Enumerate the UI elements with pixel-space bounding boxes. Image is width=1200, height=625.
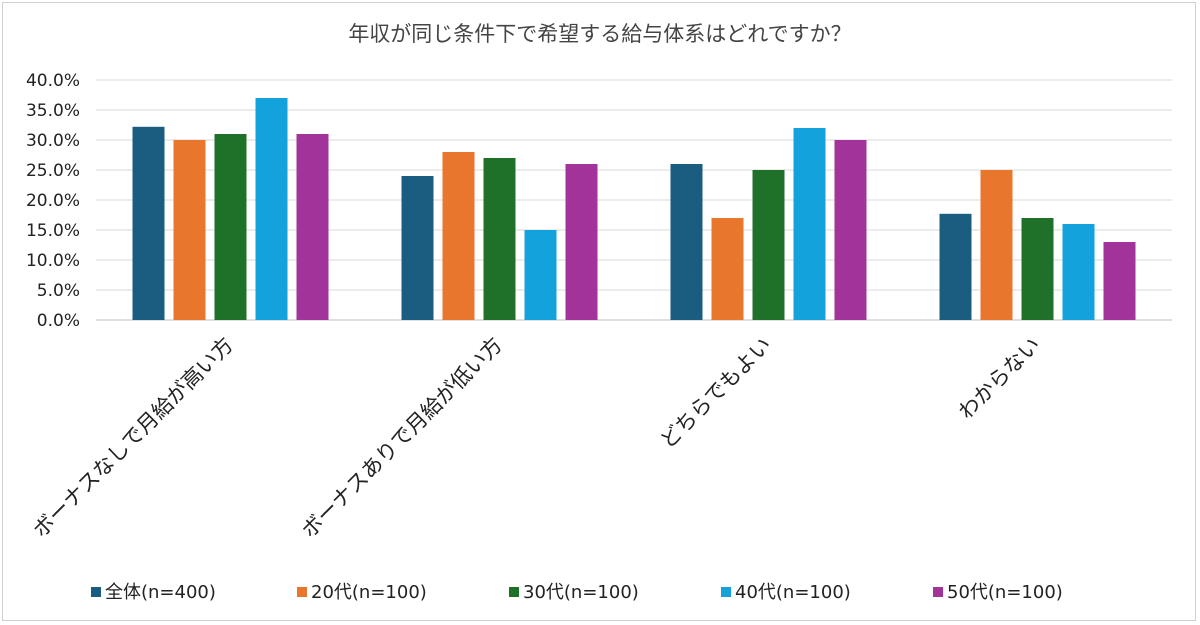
bar (834, 140, 867, 320)
legend-swatch (721, 587, 731, 597)
bar (524, 230, 557, 320)
y-tick-label: 30.0% (26, 131, 80, 151)
y-tick-label: 15.0% (26, 221, 80, 241)
bar (255, 98, 288, 320)
y-tick-label: 25.0% (26, 161, 80, 181)
y-axis-ticks: 0.0% 5.0% 10.0% 15.0% 20.0% 25.0% 30.0% 35.0% 40… (26, 71, 80, 331)
bar (1021, 218, 1054, 320)
bar (939, 213, 972, 320)
y-tick-label: 40.0% (26, 71, 80, 91)
legend-label: 全体(n=400) (105, 582, 216, 603)
y-tick-label: 0.0% (37, 311, 80, 331)
legend-swatch (509, 587, 519, 597)
bar (752, 170, 785, 320)
legend-label: 50代(n=100) (947, 582, 1063, 603)
bar (442, 152, 475, 320)
x-tick-label: どちらでもよい (656, 333, 776, 453)
y-tick-label: 35.0% (26, 101, 80, 121)
bar (401, 176, 434, 320)
x-tick-label: わからない (954, 333, 1045, 424)
bar (565, 164, 598, 320)
bar (1062, 224, 1095, 320)
legend-swatch (91, 587, 101, 597)
legend-label: 20代(n=100) (311, 582, 427, 603)
legend: 全体(n=400) 20代(n=100) 30代(n=100) 40代(n=100) 5… (91, 582, 1063, 603)
x-axis-ticks: ボーナスなしで月給が高い方 ボーナスありで月給が低い方 どちらでもよい わからない (28, 333, 1045, 543)
bar (214, 134, 247, 320)
bar (711, 218, 744, 320)
bar (132, 126, 165, 320)
y-tick-label: 5.0% (37, 281, 80, 301)
bar (670, 164, 703, 320)
bar (1103, 242, 1136, 320)
x-tick-label: ボーナスなしで月給が高い方 (28, 333, 238, 543)
bars (132, 98, 1136, 320)
legend-label: 40代(n=100) (735, 582, 851, 603)
bar (483, 158, 516, 320)
bar (173, 140, 206, 320)
legend-swatch (933, 587, 943, 597)
bar (296, 134, 329, 320)
legend-swatch (297, 587, 307, 597)
bar (980, 170, 1013, 320)
y-tick-label: 20.0% (26, 191, 80, 211)
chart-title: 年収が同じ条件下で希望する給与体系はどれですか？ (348, 22, 851, 46)
legend-label: 30代(n=100) (523, 582, 639, 603)
bar (793, 128, 826, 320)
x-tick-label: ボーナスありで月給が低い方 (297, 333, 507, 543)
y-tick-label: 10.0% (26, 251, 80, 271)
